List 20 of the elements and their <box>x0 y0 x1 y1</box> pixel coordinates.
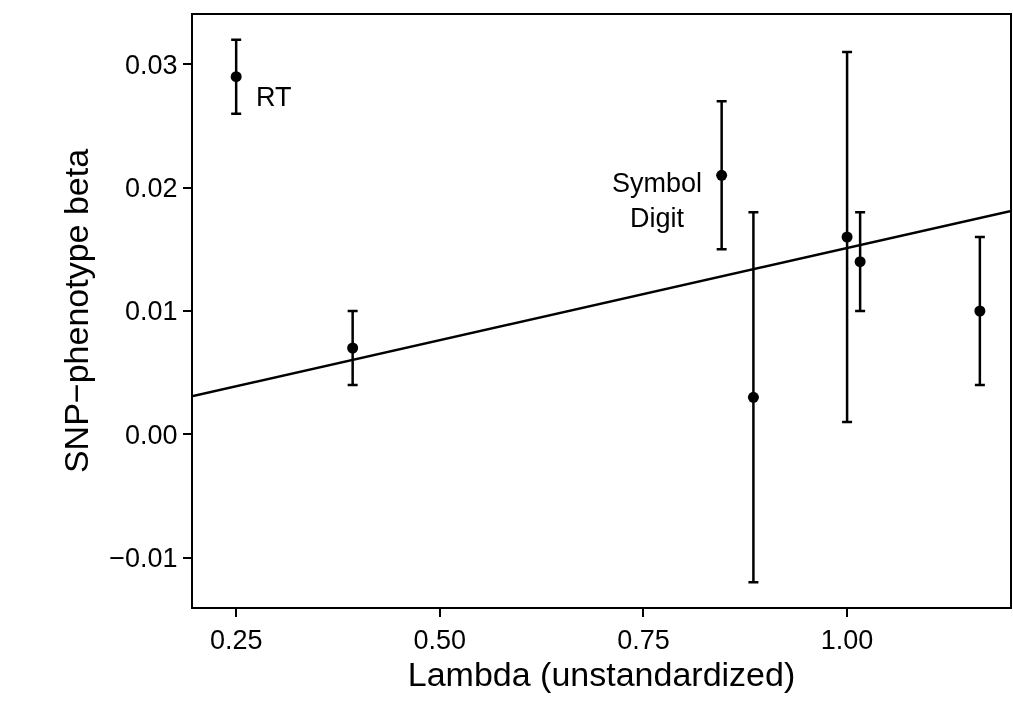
x-tick-label: 0.50 <box>413 625 467 656</box>
x-tick-label: 1.00 <box>820 625 874 656</box>
y-tick-label: 0.02 <box>125 173 178 204</box>
point <box>716 169 728 181</box>
x-tick-label: 0.75 <box>617 625 670 656</box>
y-tick-label: 0.00 <box>125 419 178 450</box>
annotation: Symbol Digit <box>612 168 703 234</box>
point <box>841 231 853 243</box>
y-tick-label: 0.01 <box>125 296 178 327</box>
annotation: RT <box>256 82 292 112</box>
point <box>974 305 986 317</box>
point <box>747 391 759 403</box>
y-tick-label: 0.03 <box>125 49 178 80</box>
x-axis-title: Lambda (unstandardized) <box>407 655 796 694</box>
point <box>347 342 359 354</box>
y-tick-label: −0.01 <box>109 543 178 574</box>
x-tick-label: 0.25 <box>209 625 263 656</box>
y-axis-title: SNP−phenotype beta <box>57 148 96 474</box>
point <box>230 71 242 83</box>
point <box>854 256 866 268</box>
